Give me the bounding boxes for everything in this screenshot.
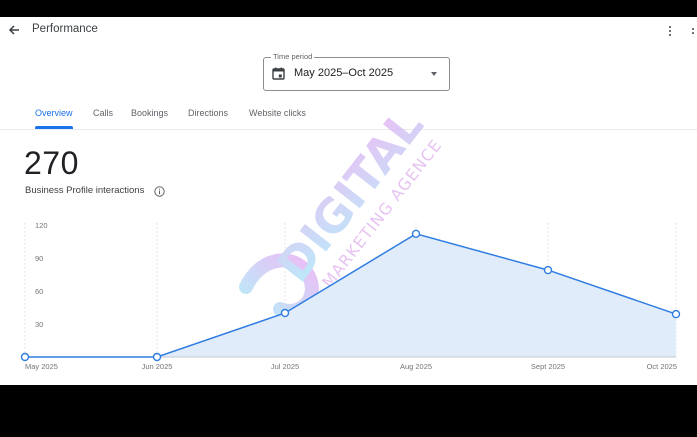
tab-directions[interactable]: Directions — [188, 108, 229, 118]
x-tick-label: Jul 2025 — [271, 362, 299, 371]
dropdown-arrow-icon — [431, 72, 437, 76]
more-vert-icon-secondary[interactable] — [690, 23, 697, 39]
data-point[interactable] — [152, 352, 162, 362]
area-fill — [25, 233, 676, 357]
data-point[interactable] — [671, 309, 681, 319]
data-point[interactable] — [280, 308, 290, 318]
arrow-left-icon[interactable] — [6, 22, 22, 38]
data-point[interactable] — [20, 352, 30, 362]
performance-page: Performance Time period May 2025–Oct 202… — [0, 17, 697, 385]
x-tick-label: Aug 2025 — [400, 362, 432, 371]
y-tick-label: 60 — [35, 287, 43, 296]
tab-calls[interactable]: Calls — [93, 108, 114, 118]
tab-website-clicks[interactable]: Website clicks — [249, 108, 306, 118]
data-point[interactable] — [543, 265, 553, 275]
series-line — [25, 232, 677, 358]
y-tick-label: 30 — [35, 320, 43, 329]
active-tab-indicator — [35, 126, 73, 129]
data-point[interactable] — [411, 229, 421, 239]
tab-bar: Overview Calls Bookings Directions Websi… — [0, 103, 697, 130]
more-vert-icon[interactable] — [664, 23, 676, 39]
x-tick-label: Oct 2025 — [647, 362, 677, 371]
page-title: Performance — [32, 23, 98, 35]
y-tick-label: 120 — [35, 221, 48, 230]
interactions-total: 270 — [24, 145, 79, 181]
y-tick-label: 90 — [35, 254, 43, 263]
x-tick-label: Jun 2025 — [142, 362, 173, 371]
time-period-value: May 2025–Oct 2025 — [294, 67, 394, 79]
time-period-select[interactable]: Time period May 2025–Oct 2025 — [263, 52, 450, 91]
x-tick-label: May 2025 — [25, 362, 58, 371]
interactions-chart: 30 60 90 120 May 2025 Jun 2025 Jul 2025 Aug 202… — [20, 221, 681, 371]
x-tick-label: Sept 2025 — [531, 362, 565, 371]
tab-overview[interactable]: Overview — [35, 108, 73, 118]
info-icon[interactable] — [154, 186, 165, 197]
calendar-icon — [272, 67, 285, 80]
tab-bookings[interactable]: Bookings — [131, 108, 169, 118]
interactions-label: Business Profile interactions — [25, 185, 145, 196]
time-period-label: Time period — [271, 52, 315, 61]
top-bar: Performance — [0, 17, 697, 45]
